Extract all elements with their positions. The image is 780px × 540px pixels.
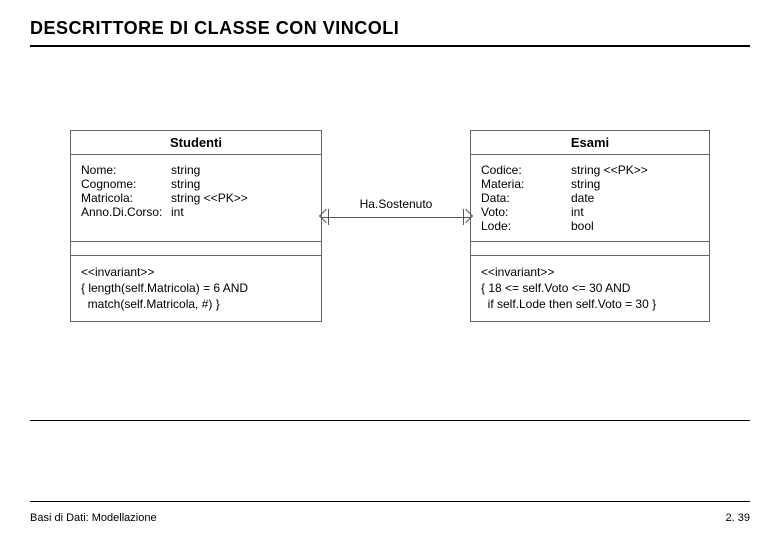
page-title: DESCRITTORE DI CLASSE CON VINCOLI bbox=[30, 18, 750, 39]
class-name: Studenti bbox=[71, 131, 321, 155]
attr-name: Nome: bbox=[81, 163, 171, 177]
attr-name: Materia: bbox=[481, 177, 571, 191]
footer-rule bbox=[30, 501, 750, 502]
attr-name: Cognome: bbox=[81, 177, 171, 191]
attr-type: string bbox=[171, 163, 311, 177]
attr-name: Anno.Di.Corso: bbox=[81, 205, 171, 219]
invariant-line: if self.Lode then self.Voto = 30 } bbox=[481, 296, 699, 312]
title-rule bbox=[30, 45, 750, 47]
invariant-line: match(self.Matricola, #) } bbox=[81, 296, 311, 312]
invariant-line: { length(self.Matricola) = 6 AND bbox=[81, 280, 311, 296]
attr-row: Codice:string <<PK>> bbox=[481, 163, 699, 177]
association-label: Ha.Sostenuto bbox=[322, 197, 470, 211]
assoc-bar-left-icon bbox=[328, 209, 329, 225]
class-invariant: <<invariant>> { length(self.Matricola) =… bbox=[71, 256, 321, 321]
attr-name: Codice: bbox=[481, 163, 571, 177]
uml-diagram: Studenti Nome:string Cognome:string Matr… bbox=[70, 130, 710, 370]
footer-right: 2. 39 bbox=[726, 512, 750, 524]
attr-row: Lode:bool bbox=[481, 219, 699, 233]
attr-row: Data:date bbox=[481, 191, 699, 205]
attr-row: Materia:string bbox=[481, 177, 699, 191]
attr-row: Matricola:string <<PK>> bbox=[81, 191, 311, 205]
attr-row: Anno.Di.Corso:int bbox=[81, 205, 311, 219]
attr-spacer bbox=[81, 219, 311, 233]
attr-name: Data: bbox=[481, 191, 571, 205]
assoc-arrow-left-icon bbox=[319, 209, 333, 223]
attr-row: Nome:string bbox=[81, 163, 311, 177]
attr-type: string bbox=[571, 177, 699, 191]
attr-type: string <<PK>> bbox=[571, 163, 699, 177]
attr-row: Voto:int bbox=[481, 205, 699, 219]
attr-type: int bbox=[571, 205, 699, 219]
content-rule bbox=[30, 420, 750, 421]
footer-left: Basi di Dati: Modellazione bbox=[30, 512, 157, 524]
class-attributes: Nome:string Cognome:string Matricola:str… bbox=[71, 155, 321, 242]
attr-name: Voto: bbox=[481, 205, 571, 219]
association-line bbox=[322, 217, 470, 218]
invariant-stereo: <<invariant>> bbox=[81, 264, 311, 280]
class-studenti: Studenti Nome:string Cognome:string Matr… bbox=[70, 130, 322, 322]
attr-type: date bbox=[571, 191, 699, 205]
class-operations-empty bbox=[471, 242, 709, 256]
attr-name: Matricola: bbox=[81, 191, 171, 205]
attr-name: Lode: bbox=[481, 219, 571, 233]
class-operations-empty bbox=[71, 242, 321, 256]
attr-type: string <<PK>> bbox=[171, 191, 311, 205]
attr-type: bool bbox=[571, 219, 699, 233]
invariant-line: { 18 <= self.Voto <= 30 AND bbox=[481, 280, 699, 296]
class-invariant: <<invariant>> { 18 <= self.Voto <= 30 AN… bbox=[471, 256, 709, 321]
attr-type: int bbox=[171, 205, 311, 219]
invariant-stereo: <<invariant>> bbox=[481, 264, 699, 280]
class-attributes: Codice:string <<PK>> Materia:string Data… bbox=[471, 155, 709, 242]
class-name: Esami bbox=[471, 131, 709, 155]
association-ha-sostenuto: Ha.Sostenuto bbox=[322, 195, 470, 235]
class-esami: Esami Codice:string <<PK>> Materia:strin… bbox=[470, 130, 710, 322]
attr-row: Cognome:string bbox=[81, 177, 311, 191]
attr-type: string bbox=[171, 177, 311, 191]
